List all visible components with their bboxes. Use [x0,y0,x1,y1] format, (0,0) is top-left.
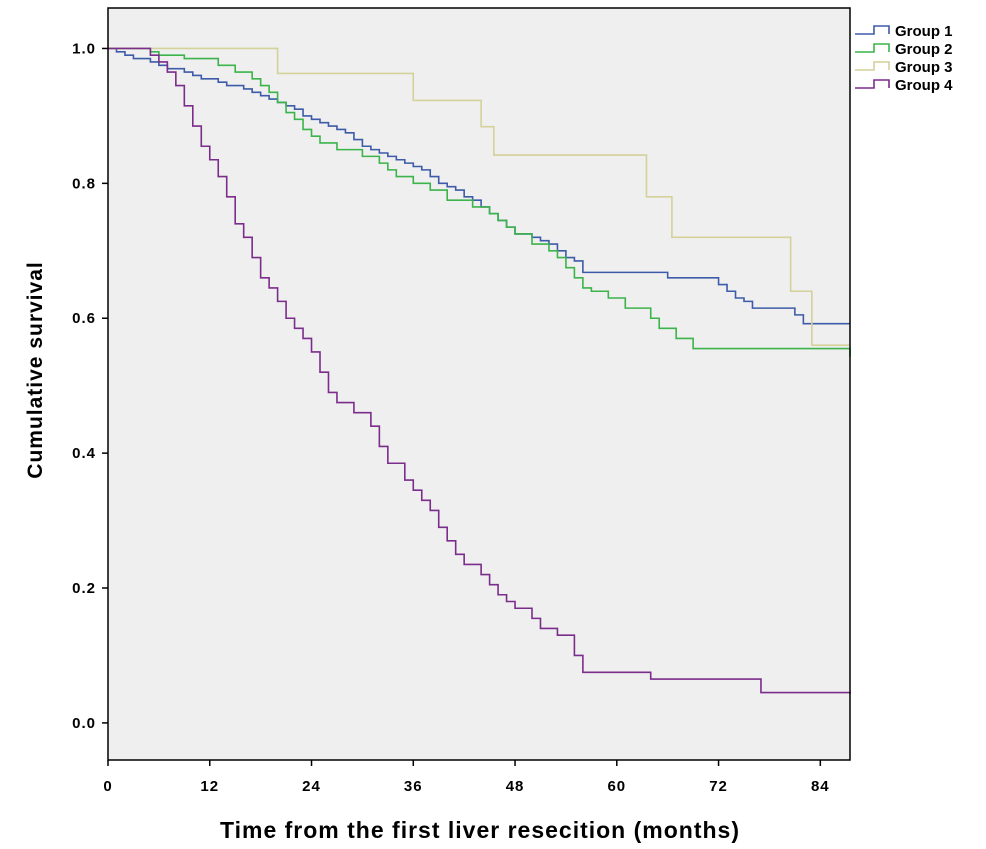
x-tick-label: 60 [607,778,626,795]
legend-label-group-3: Group 3 [895,59,953,76]
series-line-group-3 [108,47,850,347]
x-tick-label: 84 [811,778,830,795]
legend-label-group-4: Group 4 [895,77,953,94]
y-axis-title: Cumulative survival [24,261,47,478]
y-tick-label: 0.6 [72,310,96,327]
series-line-group-2 [108,47,851,357]
legend-symbol-group-4 [855,79,890,89]
plot-background [108,8,850,760]
y-axis-ticks: 0.0 0.2 0.4 0.6 0.8 1.0 [72,40,108,732]
y-tick-label: 0.0 [72,715,96,732]
series-layer [108,47,851,694]
y-tick-label: 1.0 [72,40,96,57]
y-tick-label: 0.2 [72,580,96,597]
legend-label-group-2: Group 2 [895,41,953,58]
x-tick-label: 36 [404,778,423,795]
x-tick-label: 24 [302,778,321,795]
y-tick-label: 0.8 [72,175,96,192]
legend-symbol-group-3 [855,61,890,71]
plot-frame [107,7,851,761]
y-tick-label: 0.4 [72,445,96,462]
series-line-group-4 [108,47,851,694]
x-tick-label: 48 [506,778,525,795]
x-tick-label: 12 [200,778,219,795]
legend-symbol-group-1 [855,25,890,35]
legend-label-group-1: Group 1 [895,23,953,40]
x-tick-label: 72 [709,778,728,795]
x-axis-title: Time from the first liver resecition (mo… [220,817,740,843]
series-line-group-1 [108,47,850,325]
x-tick-label: 0 [103,778,112,795]
x-axis-ticks: 0 12 24 36 48 60 72 84 [103,760,829,795]
legend-symbol-group-2 [855,43,890,53]
